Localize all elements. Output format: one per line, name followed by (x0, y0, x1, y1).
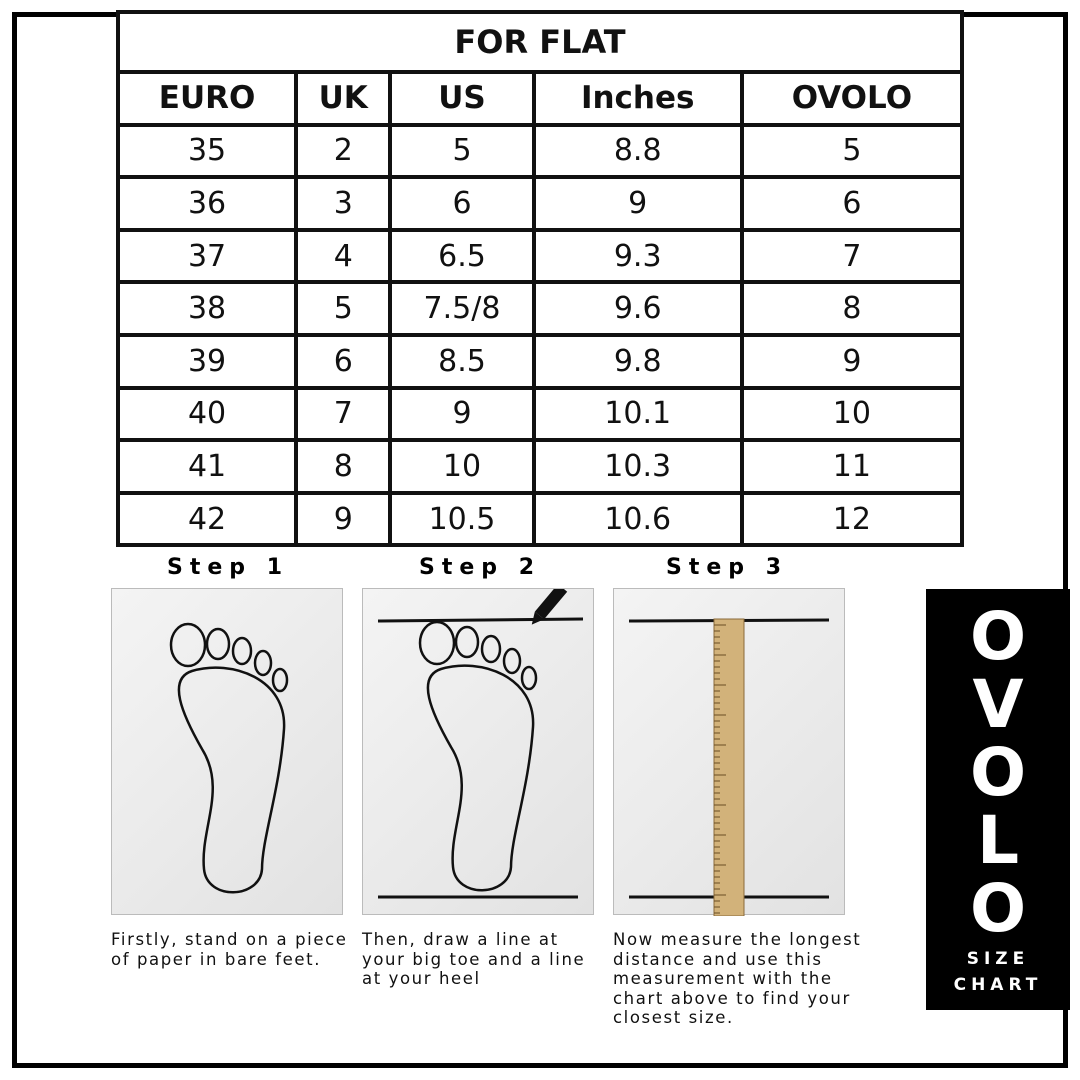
table-cell: 6.5 (388, 227, 536, 285)
table-cell: 42 (115, 490, 299, 548)
step-1-label: Step 1 (167, 555, 289, 580)
brand-letter: O (969, 598, 1027, 675)
column-header: UK (294, 70, 393, 127)
table-cell: 6 (294, 332, 393, 390)
column-header: OVOLO (739, 70, 965, 127)
table-cell: 9 (739, 332, 965, 390)
table-cell: 9 (388, 385, 536, 443)
table-cell: 8.8 (531, 122, 744, 180)
table-cell: 7 (294, 385, 393, 443)
table-cell: 10.1 (531, 385, 744, 443)
table-cell: 2 (294, 122, 393, 180)
step-2-text: Then, draw a line at your big toe and a … (362, 930, 586, 988)
table-cell: 7.5/8 (388, 280, 536, 337)
column-header: Inches (531, 70, 744, 127)
header-row: EURO UK US Inches OVOLO (115, 70, 965, 127)
table-cell: 7 (739, 227, 965, 285)
table-cell: 8.5 (388, 332, 536, 390)
table-cell: 10 (739, 385, 965, 443)
table-cell: 4 (294, 227, 393, 285)
brand-letter: O (969, 734, 1027, 811)
table-cell: 9 (294, 490, 393, 548)
table-row: 35 2 5 8.8 5 (115, 122, 965, 180)
table-cell: 5 (739, 122, 965, 180)
step-1-illustration (111, 588, 343, 915)
table-cell: 36 (115, 175, 299, 232)
table-cell: 9.6 (531, 280, 744, 337)
table-cell: 6 (388, 175, 536, 232)
table-cell: 11 (739, 438, 965, 495)
table-row: 36 3 6 9 6 (115, 175, 965, 232)
table-cell: 40 (115, 385, 299, 443)
table-cell: 41 (115, 438, 299, 495)
table-cell: 37 (115, 227, 299, 285)
size-table: FOR FLAT EURO UK US Inches OVOLO 35 2 5 8.8 5 36 3… (115, 10, 965, 548)
step-2-label: Step 2 (419, 555, 541, 580)
table-cell: 10.6 (531, 490, 744, 548)
table-row: 41 8 10 10.3 11 (115, 438, 965, 495)
table-cell: 8 (739, 280, 965, 337)
foot-icon (169, 622, 289, 894)
table-title: FOR FLAT (116, 10, 964, 74)
column-header: US (388, 70, 536, 127)
foot-with-lines-icon (377, 589, 584, 899)
table-cell: 38 (115, 280, 299, 337)
table-cell: 3 (294, 175, 393, 232)
table-cell: 39 (115, 332, 299, 390)
brand-chart: CHART (953, 975, 1043, 995)
table-cell: 8 (294, 438, 393, 495)
table-cell: 6 (739, 175, 965, 232)
table-cell: 9.8 (531, 332, 744, 390)
brand-size: SIZE (966, 949, 1030, 969)
table-cell: 10.3 (531, 438, 744, 495)
table-cell: 5 (388, 122, 536, 180)
table-row: 38 5 7.5/8 9.6 8 (115, 280, 965, 337)
table-cell: 10.5 (388, 490, 536, 548)
step-3-label: Step 3 (666, 555, 788, 580)
brand-letter: V (972, 666, 1024, 743)
ruler-icon (628, 618, 830, 916)
table-cell: 35 (115, 122, 299, 180)
table-cell: 9 (531, 175, 744, 232)
brand-letter: O (969, 870, 1027, 947)
step-3-illustration (613, 588, 845, 916)
step-3-text: Now measure the longest distance and use… (613, 930, 862, 1027)
table-cell: 12 (739, 490, 965, 548)
table-cell: 5 (294, 280, 393, 337)
table-row: 40 7 9 10.1 10 (115, 385, 965, 443)
table-row: 39 6 8.5 9.8 9 (115, 332, 965, 390)
column-header: EURO (115, 70, 299, 127)
table-row: 37 4 6.5 9.3 7 (115, 227, 965, 285)
brand-letter: L (976, 802, 1020, 879)
step-1-text: Firstly, stand on a piece of paper in ba… (111, 930, 348, 969)
table-cell: 10 (388, 438, 536, 495)
table-cell: 9.3 (531, 227, 744, 285)
step-2-illustration (362, 588, 594, 915)
table-row: 42 9 10.5 10.6 12 (115, 490, 965, 548)
pencil-icon (531, 589, 568, 625)
